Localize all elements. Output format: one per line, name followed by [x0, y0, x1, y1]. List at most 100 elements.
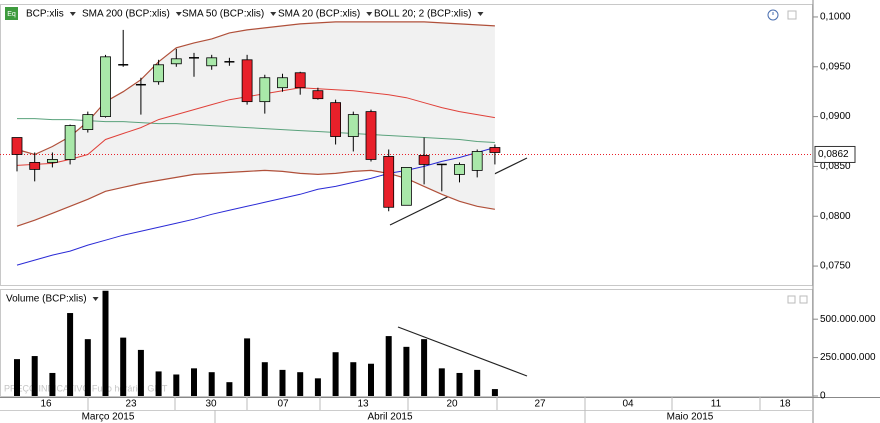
candle-body [400, 167, 412, 206]
volume-bar [155, 371, 162, 396]
x-tick-label: 18 [779, 399, 791, 410]
x-tick-label: 20 [446, 399, 458, 410]
volume-bar [421, 339, 428, 396]
y-tick-label: 0,0850 [820, 161, 851, 172]
legend-dropdown [270, 12, 277, 16]
volume-bar [438, 368, 445, 396]
volume-bar [67, 313, 74, 396]
candle-body [330, 102, 342, 137]
x-tick-label: 04 [622, 399, 634, 410]
symbol-icon[interactable] [5, 7, 18, 20]
volume-bar [120, 337, 127, 396]
x-tick-label: 11 [711, 399, 722, 410]
clock-icon[interactable] [767, 9, 779, 21]
y-tick-label: 0,0950 [820, 61, 851, 72]
legend-dropdown [366, 12, 373, 16]
candle-body [259, 77, 271, 103]
volume-bar [137, 349, 144, 396]
candle-body [277, 77, 288, 89]
x-tick-label: 23 [125, 399, 137, 410]
candle-body [11, 137, 23, 155]
volume-bar [208, 372, 215, 396]
month-label: Março 2015 [82, 412, 135, 423]
candle-body [312, 90, 324, 100]
volume-bar [244, 338, 251, 396]
candle-body [471, 151, 483, 171]
y-tick-label: 0,0750 [820, 261, 851, 272]
legend-dropdown [69, 12, 76, 16]
candle-body [153, 64, 165, 83]
candle-body [365, 111, 377, 160]
candle-body [82, 114, 94, 130]
volume-bar [474, 369, 481, 396]
volume-bar [350, 362, 357, 396]
volume-bar [49, 372, 56, 396]
candle-body [29, 162, 41, 170]
volume-bar [84, 339, 91, 396]
legend-dropdown [477, 12, 484, 16]
y-tick-label: 0,1000 [820, 12, 851, 23]
candle-body [383, 156, 395, 208]
volume-bar [456, 372, 463, 396]
candle-body [418, 155, 430, 165]
candle-body [64, 125, 76, 160]
volume-bar [226, 382, 233, 396]
candle-body [347, 114, 359, 137]
x-tick-label: 16 [40, 399, 52, 410]
y-tick-label: 0,0800 [820, 211, 851, 222]
candle-body [170, 58, 182, 65]
volume-bar [314, 378, 321, 396]
indicator-line [16, 87, 495, 166]
last-value-label: 0,0862 [818, 149, 849, 160]
legend-entry[interactable]: SMA 200 (BCP:xlis) [82, 9, 170, 20]
bollinger-upper [16, 21, 495, 156]
legend-entry[interactable]: BOLL 20; 2 (BCP:xlis) [374, 9, 471, 20]
volume-bar [173, 374, 180, 396]
volume-bar [385, 336, 392, 396]
legend-entry[interactable]: SMA 20 (BCP:xlis) [278, 9, 360, 20]
legend-dropdown [175, 12, 182, 16]
panel-button[interactable] [787, 295, 796, 304]
volume-bar [14, 359, 20, 396]
volume-bar [31, 356, 38, 396]
volume-bar [403, 346, 410, 396]
volume-bar [491, 389, 498, 396]
y-tick-label: 500.000.000 [820, 314, 876, 325]
month-label: Abril 2015 [367, 412, 412, 423]
volume-bar [368, 363, 374, 396]
volume-bar [297, 372, 304, 396]
candle-body [100, 56, 111, 118]
x-tick-label: 07 [277, 399, 289, 410]
panel-button[interactable] [787, 10, 797, 20]
symbol-icon-text: Eq [7, 11, 16, 18]
candle-body [206, 57, 218, 67]
candle-body [241, 59, 253, 103]
candle-body [47, 159, 58, 163]
trendline[interactable] [397, 326, 528, 377]
y-tick-label: 0,0900 [820, 111, 851, 122]
volume-bar [332, 352, 339, 396]
volume-bar [279, 369, 286, 396]
indicator-line [17, 118, 495, 143]
x-tick-label: 27 [534, 399, 546, 410]
band-fill [17, 21, 495, 227]
y-tick-label: 0 [820, 391, 826, 402]
bollinger-lower [16, 169, 496, 227]
panel-title: Volume (BCP:xlis) [6, 294, 87, 305]
x-tick-label: 13 [357, 399, 369, 410]
indicator-line [16, 147, 496, 266]
x-tick-label: 30 [205, 399, 217, 410]
legend-entry[interactable]: SMA 50 (BCP:xlis) [182, 9, 264, 20]
month-label: Maio 2015 [667, 412, 714, 423]
panel-button[interactable] [799, 295, 808, 304]
legend-dropdown [92, 297, 99, 301]
volume-bar [191, 368, 197, 396]
candle-body [489, 147, 501, 153]
legend-entry[interactable]: BCP:xlis [26, 9, 64, 20]
candle-body [294, 72, 306, 89]
volume-bar [102, 290, 109, 396]
last-value-box [814, 145, 856, 163]
candle-body [454, 164, 465, 175]
